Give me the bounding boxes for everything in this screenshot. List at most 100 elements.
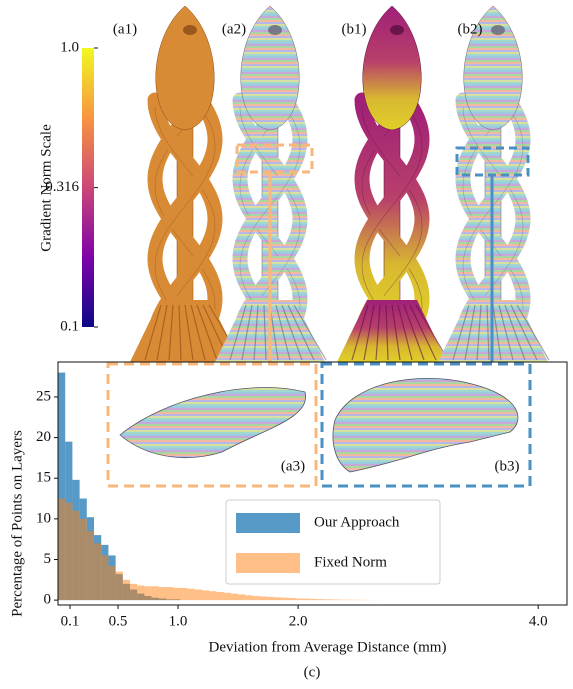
base-fin: [403, 304, 425, 361]
panel-label: (c): [304, 664, 321, 680]
bar: [122, 579, 131, 601]
legend-swatch: [236, 553, 300, 573]
x-tick-label: 0.1: [61, 613, 80, 629]
base-fin: [409, 304, 437, 361]
panel-label: (a3): [281, 458, 305, 474]
bar: [245, 595, 253, 601]
base-fin: [504, 304, 526, 361]
bar: [108, 565, 116, 601]
panel-label: (a2): [222, 21, 246, 37]
base-fin: [253, 304, 259, 361]
bar: [310, 598, 318, 601]
hole: [183, 25, 197, 35]
bar: [151, 586, 159, 601]
colorbar-tick-label: 0.316: [45, 179, 79, 195]
base-fin: [263, 304, 267, 361]
base-fin: [156, 304, 168, 361]
base-fin: [351, 304, 369, 361]
colorbar: [82, 48, 94, 327]
base-fin: [415, 304, 449, 361]
base-fin: [178, 304, 182, 361]
base-fin: [476, 304, 482, 361]
legend-label: Our Approach: [314, 514, 400, 530]
bar: [94, 543, 102, 601]
top: [155, 5, 215, 131]
strand-edge: [462, 106, 524, 328]
base-fin: [498, 304, 514, 361]
renderings: [130, 5, 550, 362]
bar: [187, 588, 195, 601]
strand: [232, 92, 308, 328]
strand-edge: [462, 106, 524, 328]
y-axis-label: Percentage of Points on Layers: [9, 430, 25, 617]
base-fin: [241, 304, 253, 361]
hole: [268, 25, 282, 35]
bar: [180, 587, 188, 601]
base-fin: [492, 304, 502, 361]
base-fin: [144, 304, 162, 361]
base-fin: [229, 304, 247, 361]
top: [463, 5, 523, 131]
base-fin: [510, 304, 538, 361]
bar: [79, 518, 87, 601]
base-fin: [275, 304, 291, 361]
strand-edge: [154, 106, 216, 328]
bar: [166, 587, 174, 601]
strand: [147, 92, 223, 328]
chart: 0 5 10 15 20 25 0.1 0.5 1.0 2.0 4.0 Deviation from …: [9, 361, 568, 655]
top: [362, 5, 422, 131]
inset-render: [119, 387, 306, 459]
strand: [455, 92, 531, 328]
bar: [58, 498, 66, 601]
base-fin: [190, 304, 206, 361]
base-fin: [375, 304, 381, 361]
x-tick-label: 1.0: [169, 613, 188, 629]
x-tick-label: 0.5: [109, 613, 128, 629]
bar: [266, 596, 275, 601]
x-axis-label: Deviation from Average Distance (mm): [209, 639, 447, 655]
bar: [238, 594, 246, 601]
x-tick-label: 2.0: [289, 613, 308, 629]
strand-edge: [361, 106, 423, 328]
bar: [295, 598, 303, 601]
colorbar-tick-label: 0.1: [60, 318, 79, 334]
y-tick-label: 25: [36, 388, 51, 404]
bar: [137, 585, 145, 601]
bar: [324, 599, 332, 601]
x-tick-label: 4.0: [529, 613, 548, 629]
y-tick-label: 0: [44, 592, 52, 608]
bar: [252, 596, 260, 601]
strand-edge: [239, 106, 301, 328]
bar: [317, 599, 325, 601]
strand-edge: [361, 106, 423, 328]
legend-label: Fixed Norm: [314, 554, 387, 570]
bar: [173, 587, 181, 601]
base-fin: [391, 304, 401, 361]
base-fin: [516, 304, 550, 361]
bar: [130, 583, 138, 601]
hole: [491, 25, 505, 35]
bar: [223, 592, 231, 601]
bar: [58, 372, 66, 601]
bar: [281, 597, 289, 601]
base-fin: [196, 304, 218, 361]
panel-label: (a1): [113, 21, 137, 37]
bar: [259, 596, 267, 601]
bar: [216, 591, 224, 601]
bar: [65, 502, 73, 601]
bar: [302, 598, 311, 601]
base-fin: [287, 304, 315, 361]
bar: [194, 589, 203, 601]
panel-label: (b3): [495, 458, 520, 474]
base-fin: [486, 304, 490, 361]
legend-swatch: [236, 513, 300, 533]
bar: [274, 597, 282, 601]
base-fin: [184, 304, 194, 361]
strand: [147, 92, 223, 328]
base-fin: [464, 304, 476, 361]
bar: [288, 598, 296, 601]
base-fin: [168, 304, 174, 361]
y-tick-label: 5: [44, 551, 52, 567]
y-tick-label: 15: [36, 470, 51, 486]
